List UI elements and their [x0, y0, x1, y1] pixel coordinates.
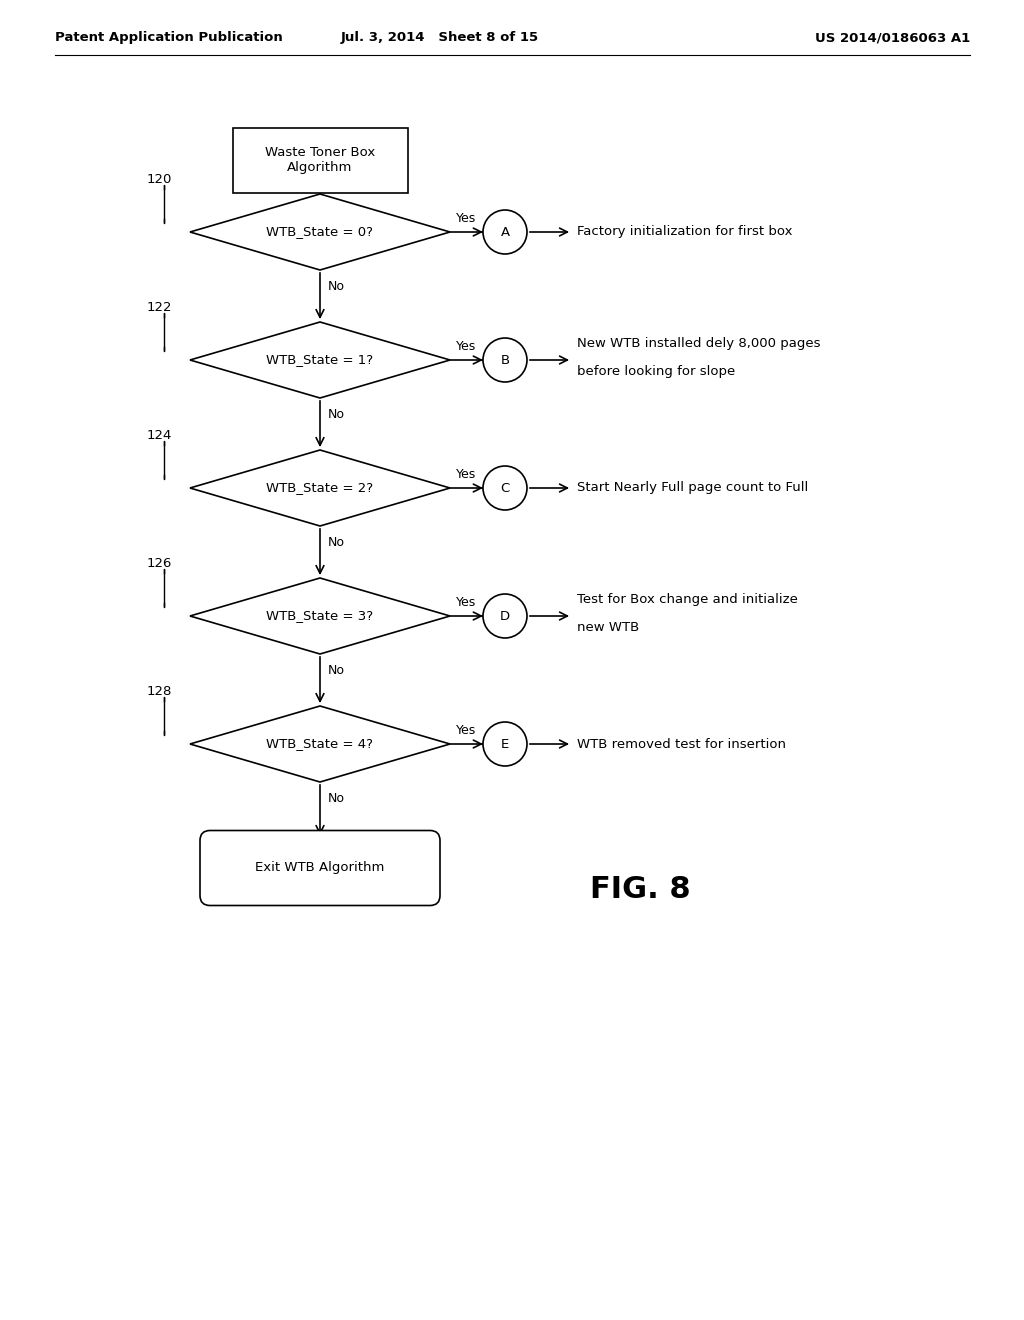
Text: Factory initialization for first box: Factory initialization for first box: [577, 226, 793, 239]
Text: FIG. 8: FIG. 8: [590, 875, 690, 904]
Polygon shape: [190, 450, 450, 525]
Text: Yes: Yes: [457, 341, 476, 352]
Text: 120: 120: [146, 173, 172, 186]
Circle shape: [483, 466, 527, 510]
Polygon shape: [190, 578, 450, 653]
Polygon shape: [190, 322, 450, 399]
Text: C: C: [501, 482, 510, 495]
Text: 128: 128: [146, 685, 172, 698]
FancyBboxPatch shape: [232, 128, 408, 193]
Text: No: No: [328, 408, 345, 421]
Text: No: No: [328, 536, 345, 549]
Text: WTB removed test for insertion: WTB removed test for insertion: [577, 738, 786, 751]
Text: new WTB: new WTB: [577, 620, 639, 634]
Circle shape: [483, 210, 527, 253]
Text: Jul. 3, 2014   Sheet 8 of 15: Jul. 3, 2014 Sheet 8 of 15: [341, 32, 539, 45]
Text: Yes: Yes: [457, 597, 476, 609]
Text: WTB_State = 1?: WTB_State = 1?: [266, 354, 374, 367]
Text: No: No: [328, 280, 345, 293]
Text: Patent Application Publication: Patent Application Publication: [55, 32, 283, 45]
Polygon shape: [190, 194, 450, 271]
Text: 126: 126: [146, 557, 172, 570]
Polygon shape: [190, 706, 450, 781]
Text: WTB_State = 2?: WTB_State = 2?: [266, 482, 374, 495]
Text: D: D: [500, 610, 510, 623]
Text: 122: 122: [146, 301, 172, 314]
Text: US 2014/0186063 A1: US 2014/0186063 A1: [815, 32, 970, 45]
Text: Exit WTB Algorithm: Exit WTB Algorithm: [255, 862, 385, 874]
Text: Start Nearly Full page count to Full: Start Nearly Full page count to Full: [577, 482, 808, 495]
Circle shape: [483, 594, 527, 638]
Text: No: No: [328, 792, 345, 805]
Text: Yes: Yes: [457, 213, 476, 224]
Text: Test for Box change and initialize: Test for Box change and initialize: [577, 593, 798, 606]
Text: No: No: [328, 664, 345, 677]
FancyBboxPatch shape: [200, 830, 440, 906]
Text: B: B: [501, 354, 510, 367]
Text: 124: 124: [146, 429, 172, 442]
Text: Yes: Yes: [457, 723, 476, 737]
Text: A: A: [501, 226, 510, 239]
Circle shape: [483, 338, 527, 381]
Text: Yes: Yes: [457, 469, 476, 480]
Text: E: E: [501, 738, 509, 751]
Text: Waste Toner Box
Algorithm: Waste Toner Box Algorithm: [265, 147, 375, 174]
Text: before looking for slope: before looking for slope: [577, 366, 735, 378]
Text: WTB_State = 4?: WTB_State = 4?: [266, 738, 374, 751]
Text: WTB_State = 0?: WTB_State = 0?: [266, 226, 374, 239]
Circle shape: [483, 722, 527, 766]
Text: WTB_State = 3?: WTB_State = 3?: [266, 610, 374, 623]
Text: New WTB installed dely 8,000 pages: New WTB installed dely 8,000 pages: [577, 337, 820, 350]
